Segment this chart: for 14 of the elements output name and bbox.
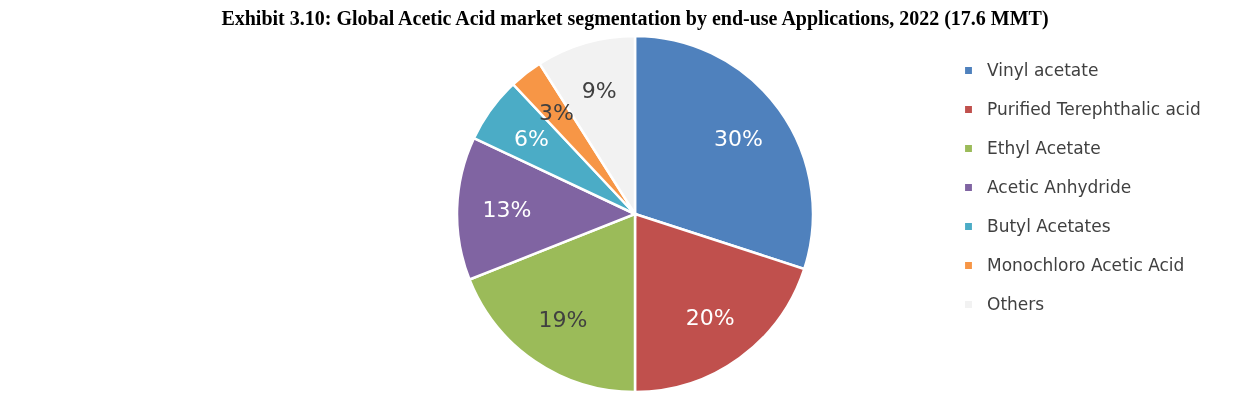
data-label: 19% [538, 306, 588, 332]
legend-label: Butyl Acetates [987, 215, 1111, 236]
legend-label: Acetic Anhydride [987, 176, 1132, 197]
data-label: 20% [685, 304, 735, 330]
legend-label: Vinyl acetate [987, 59, 1099, 80]
chart-title: Exhibit 3.10: Global Acetic Acid market segmentation by end-use Applications, 2022 (17.6 MMT) [221, 7, 1049, 30]
data-label: 13% [482, 196, 532, 222]
legend-label: Purified Terephthalic acid [987, 98, 1201, 119]
data-label: 6% [513, 125, 549, 151]
data-label: 30% [714, 125, 764, 151]
data-label: 9% [581, 78, 617, 104]
legend-label: Others [987, 293, 1045, 314]
legend-label: Monochloro Acetic Acid [987, 254, 1185, 275]
legend-label: Ethyl Acetate [987, 137, 1101, 158]
